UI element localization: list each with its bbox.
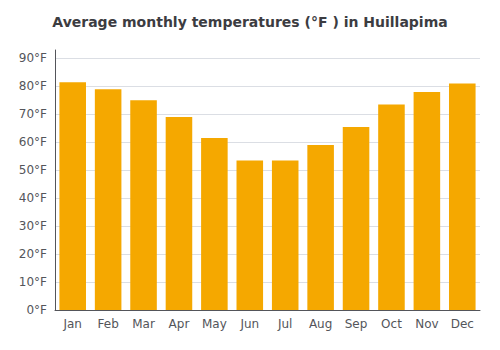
svg-text:90°F: 90°F [19,51,47,65]
svg-text:70°F: 70°F [19,107,47,121]
svg-text:30°F: 30°F [19,219,47,233]
svg-text:Jul: Jul [277,317,292,331]
svg-text:0°F: 0°F [26,303,47,317]
svg-text:Jun: Jun [239,317,259,331]
svg-text:Aug: Aug [309,317,332,331]
svg-text:Feb: Feb [98,317,119,331]
svg-text:Dec: Dec [451,317,474,331]
svg-text:Nov: Nov [415,317,438,331]
svg-text:40°F: 40°F [19,191,47,205]
svg-text:Mar: Mar [132,317,155,331]
svg-text:80°F: 80°F [19,79,47,93]
svg-text:50°F: 50°F [19,163,47,177]
svg-text:Apr: Apr [169,317,190,331]
svg-text:Jan: Jan [62,317,82,331]
svg-text:Sep: Sep [345,317,368,331]
svg-text:Average monthly temperatures (: Average monthly temperatures (°F ) in Hu… [52,14,447,30]
svg-text:May: May [202,317,227,331]
svg-text:60°F: 60°F [19,135,47,149]
svg-text:10°F: 10°F [19,275,47,289]
svg-text:Oct: Oct [381,317,402,331]
svg-text:20°F: 20°F [19,247,47,261]
